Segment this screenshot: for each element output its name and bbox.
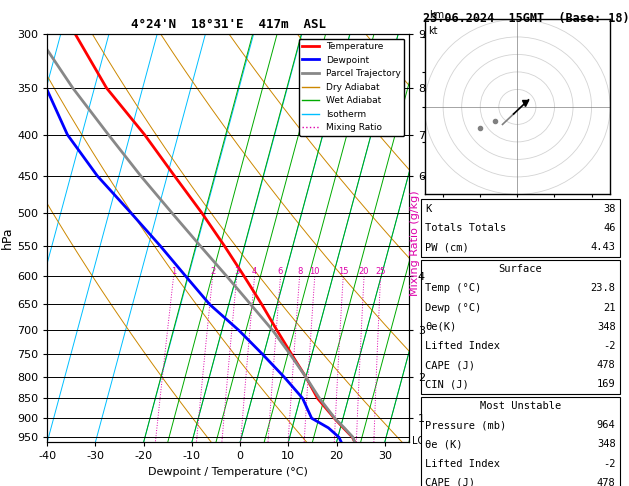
Text: 4: 4 xyxy=(252,267,257,277)
Bar xyxy=(421,397,620,486)
Text: 38: 38 xyxy=(603,204,616,214)
Text: CAPE (J): CAPE (J) xyxy=(425,478,476,486)
Text: 6: 6 xyxy=(278,267,283,277)
Legend: Temperature, Dewpoint, Parcel Trajectory, Dry Adiabat, Wet Adiabat, Isotherm, Mi: Temperature, Dewpoint, Parcel Trajectory… xyxy=(299,38,404,136)
Text: CAPE (J): CAPE (J) xyxy=(425,360,476,370)
X-axis label: Dewpoint / Temperature (°C): Dewpoint / Temperature (°C) xyxy=(148,467,308,477)
Text: km
ASL: km ASL xyxy=(429,10,447,32)
Text: θe(K): θe(K) xyxy=(425,322,457,331)
Text: 478: 478 xyxy=(597,478,616,486)
Text: θe (K): θe (K) xyxy=(425,439,463,450)
Text: -2: -2 xyxy=(603,341,616,351)
Text: 21: 21 xyxy=(603,302,616,312)
Text: 348: 348 xyxy=(597,322,616,331)
Text: Surface: Surface xyxy=(499,264,542,274)
Text: 8: 8 xyxy=(297,267,303,277)
Title: 4°24'N  18°31'E  417m  ASL: 4°24'N 18°31'E 417m ASL xyxy=(130,18,326,32)
Text: 348: 348 xyxy=(597,439,616,450)
Text: Mixing Ratio (g/kg): Mixing Ratio (g/kg) xyxy=(410,190,420,296)
Text: K: K xyxy=(425,204,431,214)
Text: 23.06.2024  15GMT  (Base: 18): 23.06.2024 15GMT (Base: 18) xyxy=(423,12,629,25)
Bar xyxy=(421,199,620,257)
Text: kt: kt xyxy=(428,26,438,36)
Text: CIN (J): CIN (J) xyxy=(425,379,469,389)
Text: -2: -2 xyxy=(603,459,616,469)
Text: 478: 478 xyxy=(597,360,616,370)
Text: Dewp (°C): Dewp (°C) xyxy=(425,302,482,312)
Text: 2: 2 xyxy=(210,267,215,277)
Text: 169: 169 xyxy=(597,379,616,389)
Text: 4.43: 4.43 xyxy=(591,242,616,252)
Text: LCL: LCL xyxy=(413,436,430,447)
Text: 23.8: 23.8 xyxy=(591,283,616,294)
Text: 46: 46 xyxy=(603,223,616,233)
Text: 25: 25 xyxy=(376,267,386,277)
Text: Most Unstable: Most Unstable xyxy=(480,401,561,411)
Text: PW (cm): PW (cm) xyxy=(425,242,469,252)
Text: 10: 10 xyxy=(309,267,320,277)
Text: 15: 15 xyxy=(338,267,348,277)
Text: Lifted Index: Lifted Index xyxy=(425,459,501,469)
Text: 1: 1 xyxy=(171,267,176,277)
Y-axis label: hPa: hPa xyxy=(1,227,14,249)
Text: Pressure (mb): Pressure (mb) xyxy=(425,420,506,430)
Bar xyxy=(421,260,620,394)
Text: Totals Totals: Totals Totals xyxy=(425,223,506,233)
Text: 20: 20 xyxy=(359,267,369,277)
Text: 964: 964 xyxy=(597,420,616,430)
Text: 3: 3 xyxy=(234,267,240,277)
Text: Lifted Index: Lifted Index xyxy=(425,341,501,351)
Text: Temp (°C): Temp (°C) xyxy=(425,283,482,294)
